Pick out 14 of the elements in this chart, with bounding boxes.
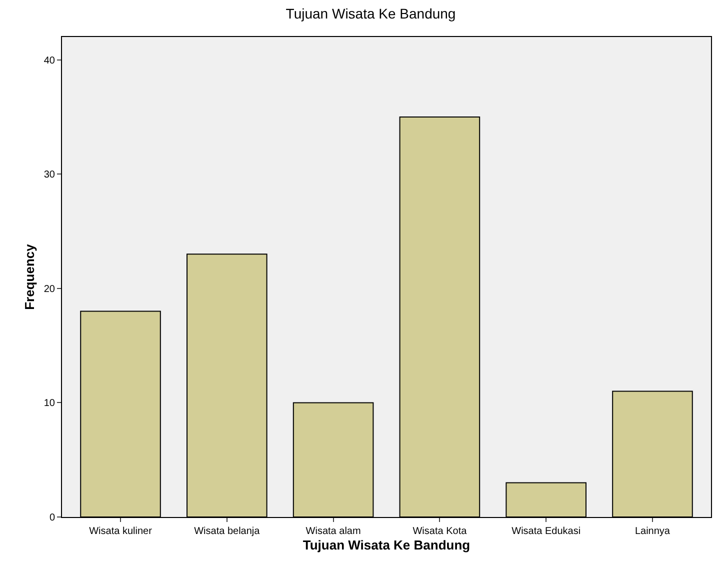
y-tick-label: 10 — [44, 398, 56, 410]
x-tick-label: Lainnya — [634, 526, 670, 537]
x-axis-title: Tujuan Wisata Ke Bandung — [302, 538, 470, 553]
x-tick-label: Wisata Kota — [412, 526, 468, 537]
chart-title: Tujuan Wisata Ke Bandung — [286, 5, 456, 22]
y-tick-label: 40 — [44, 55, 56, 66]
x-tick-label: Wisata Edukasi — [512, 526, 581, 537]
y-tick-label: 30 — [44, 170, 56, 181]
x-tick-label: Wisata belanja — [194, 526, 260, 537]
x-tick-label: Wisata kuliner — [89, 526, 153, 537]
x-tick-label: Wisata alam — [306, 526, 361, 537]
y-axis-title: Frequency — [22, 243, 37, 310]
y-tick-label: 0 — [49, 512, 56, 524]
y-tick-label: 20 — [44, 284, 56, 295]
